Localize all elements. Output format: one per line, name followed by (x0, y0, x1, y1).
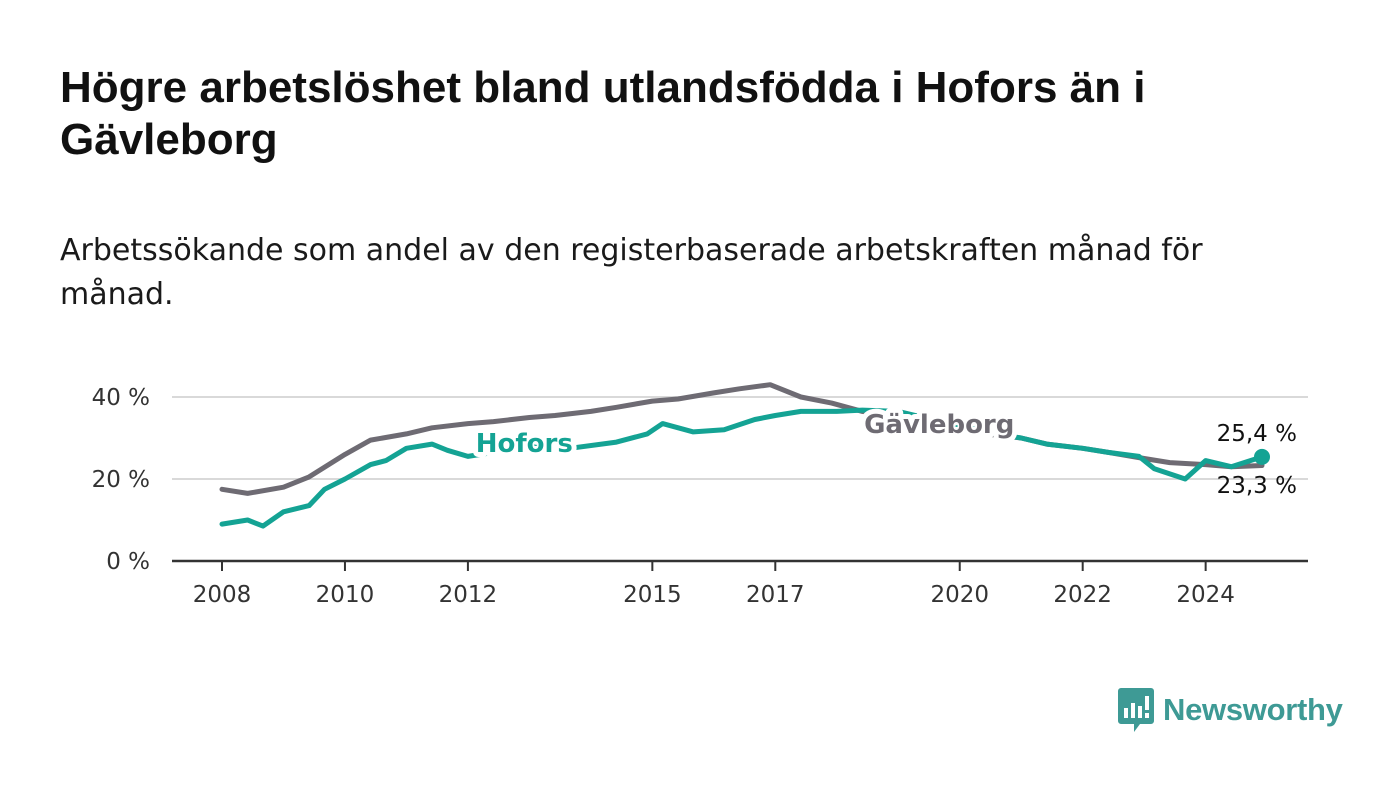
end-value-label-hofors: 25,4 % (1217, 421, 1297, 447)
x-tick-label-2010: 2010 (316, 582, 375, 608)
x-tick-label-2022: 2022 (1053, 582, 1112, 608)
x-tick-label-2008: 2008 (193, 582, 252, 608)
x-tick-label-2020: 2020 (930, 582, 989, 608)
brand-name: Newsworthy (1163, 692, 1343, 727)
y-tick-label-20: 20 % (92, 467, 150, 493)
series-lines (219, 382, 1270, 529)
axes: 0 % 20 % 40 % 2008 2010 2012 2015 2017 2020 2022 2… (92, 385, 1308, 608)
end-value-label-gavleborg: 23,3 % (1217, 473, 1297, 499)
chart-subtitle: Arbetssökande som andel av den registerb… (60, 233, 1203, 312)
x-tick-label-2012: 2012 (439, 582, 498, 608)
series-label-gavleborg: Gävleborg (864, 410, 1014, 440)
newsworthy-logo: Newsworthy (1118, 688, 1343, 732)
series-line-hofors (219, 407, 1265, 529)
y-tick-label-40: 40 % (92, 385, 150, 411)
series-label-halo-hofors: Hofors (476, 429, 573, 459)
x-tick-label-2017: 2017 (746, 582, 805, 608)
series-label-hofors: Hofors (476, 429, 573, 459)
x-tick-label-2015: 2015 (623, 582, 682, 608)
series-label-halo-gavleborg: Gävleborg (864, 410, 1014, 440)
chart-title: Högre arbetslöshet bland utlandsfödda i … (60, 63, 1146, 164)
bar-chart-icon (1118, 688, 1154, 732)
series-line-gavleborg (219, 382, 1265, 496)
gridlines (172, 396, 1308, 480)
series-endpoint-hofors (1254, 448, 1270, 465)
x-tick-label-2024: 2024 (1176, 582, 1235, 608)
y-tick-label-0: 0 % (106, 549, 150, 575)
